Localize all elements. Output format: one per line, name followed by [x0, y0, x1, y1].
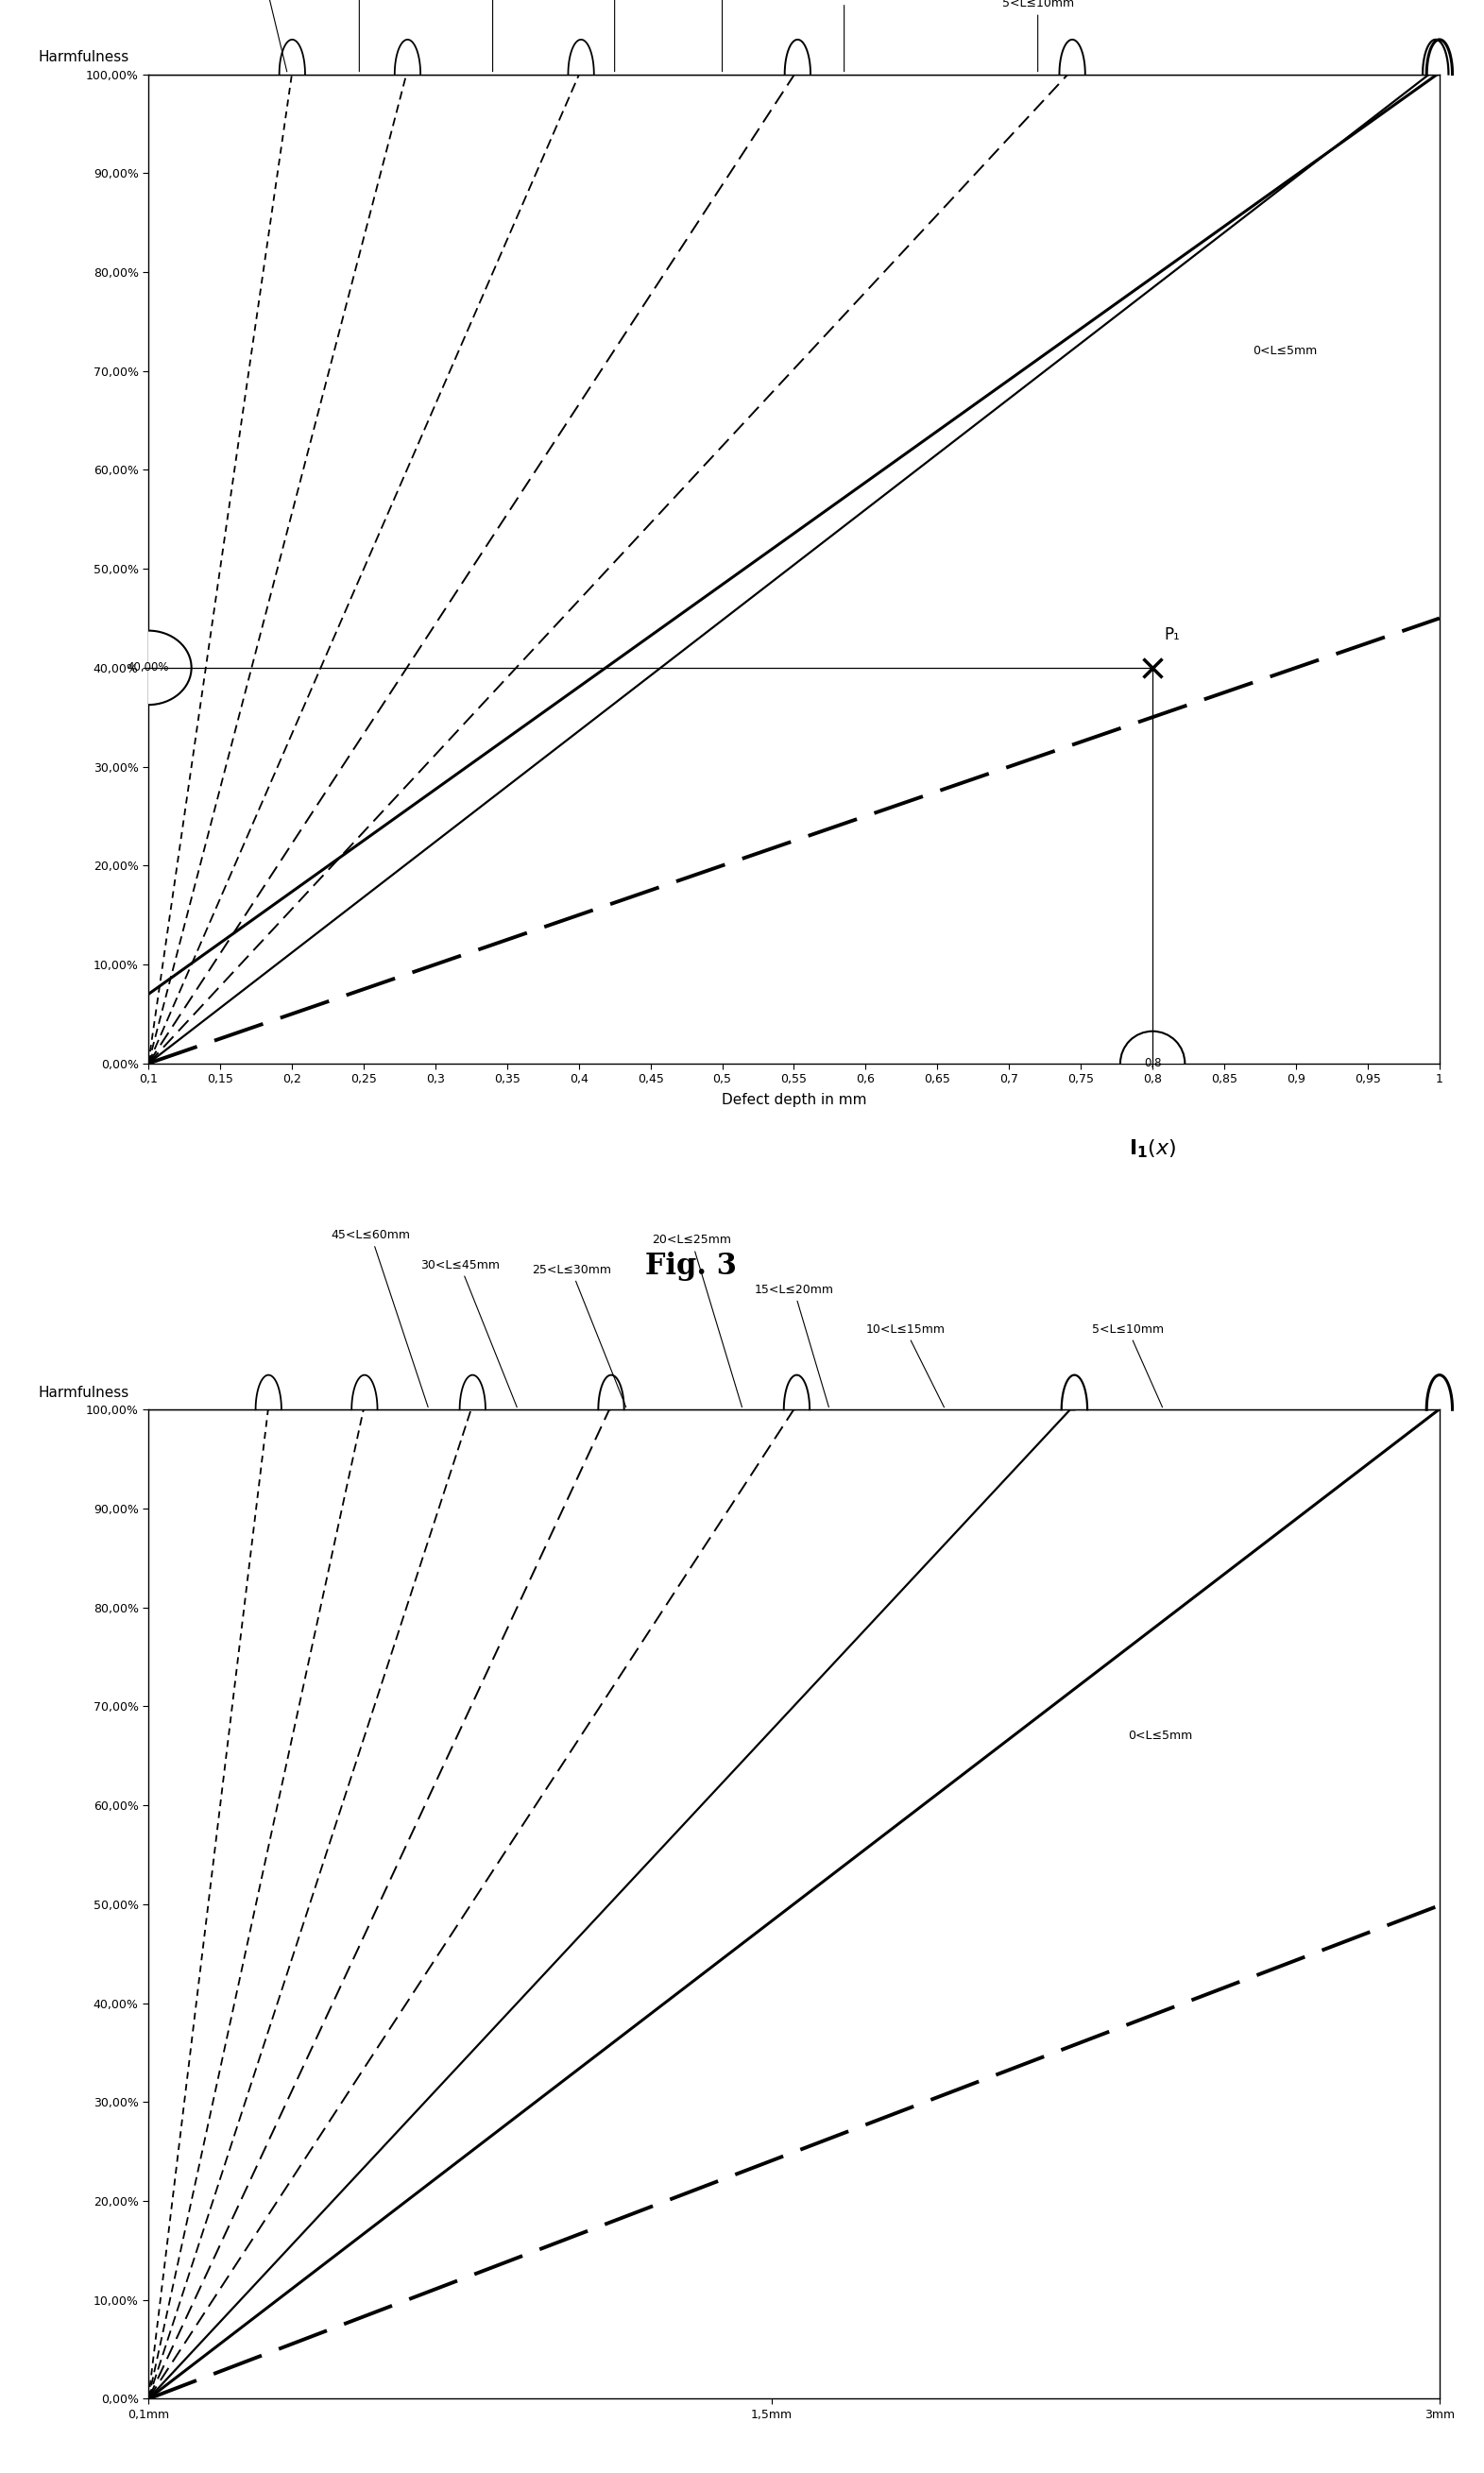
Text: Harmfulness: Harmfulness [39, 49, 129, 64]
Text: 300: 300 [1483, 1138, 1484, 1157]
X-axis label: Defect depth in mm: Defect depth in mm [721, 1093, 867, 1108]
Text: 10<L≤15mm: 10<L≤15mm [865, 1323, 945, 1407]
Text: 10<L≤15mm: 10<L≤15mm [804, 0, 884, 72]
Text: 20<L≤25mm: 20<L≤25mm [651, 1234, 742, 1407]
Text: 45<L<60mm: 45<L<60mm [190, 0, 286, 72]
Ellipse shape [1120, 1031, 1184, 1096]
Text: 20<L≤25mm: 20<L≤25mm [574, 0, 654, 72]
Text: 5<L≤10mm: 5<L≤10mm [1092, 1323, 1163, 1407]
Text: Fig. 3: Fig. 3 [646, 1251, 736, 1281]
Text: 25<L≤30mm: 25<L≤30mm [453, 0, 533, 72]
Ellipse shape [105, 631, 191, 705]
Text: $\mathbf{I_1}$$(x)$: $\mathbf{I_1}$$(x)$ [1129, 1138, 1177, 1160]
Text: 0<L≤5mm: 0<L≤5mm [1252, 346, 1318, 356]
Text: 5<L≤10mm: 5<L≤10mm [1002, 0, 1074, 72]
Text: 0,8: 0,8 [1144, 1058, 1162, 1068]
Text: 15<L≤20mm: 15<L≤20mm [754, 1283, 834, 1407]
Text: 40,00%: 40,00% [128, 663, 169, 673]
Text: 15<L≤20mm: 15<L≤20mm [683, 0, 761, 72]
Text: 30<L≤45mm: 30<L≤45mm [319, 0, 399, 72]
Text: Harmfulness: Harmfulness [39, 1385, 129, 1400]
Text: 45<L≤60mm: 45<L≤60mm [331, 1229, 427, 1407]
Text: 0<L≤5mm: 0<L≤5mm [1128, 1731, 1192, 1741]
Text: 25<L≤30mm: 25<L≤30mm [531, 1264, 626, 1407]
Text: 30<L≤45mm: 30<L≤45mm [420, 1259, 516, 1407]
Text: P₁: P₁ [1163, 626, 1180, 643]
